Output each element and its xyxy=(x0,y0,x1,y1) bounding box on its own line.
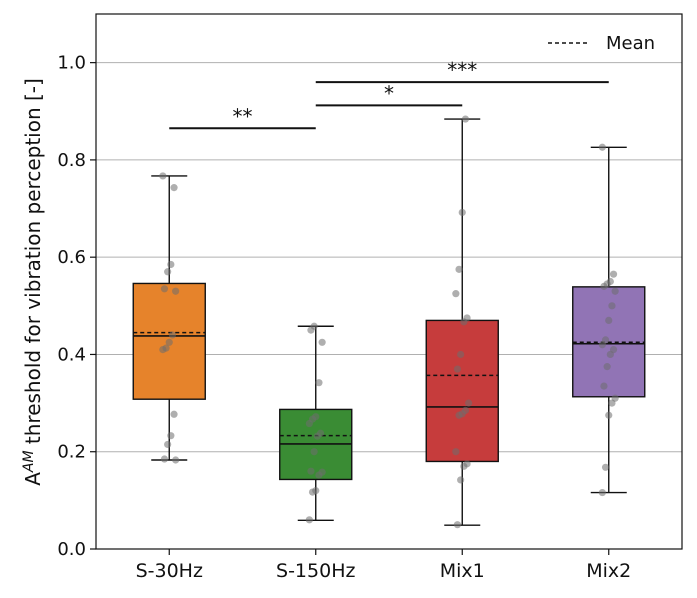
data-point xyxy=(453,365,462,373)
data-point xyxy=(455,411,463,419)
data-point xyxy=(164,268,172,276)
data-point xyxy=(164,440,172,449)
y-axis-label-rest: threshold for vibration perception [-] xyxy=(21,78,45,450)
data-point xyxy=(310,448,318,456)
data-point xyxy=(167,260,175,269)
data-point xyxy=(611,287,619,295)
data-point xyxy=(457,350,465,359)
data-point xyxy=(168,331,177,339)
data-point xyxy=(305,516,313,524)
data-point xyxy=(457,476,465,484)
legend: Mean xyxy=(548,33,655,54)
y-tick-label: 0.2 xyxy=(57,442,86,463)
significance-label: * xyxy=(384,81,394,105)
x-tick-label: Mix1 xyxy=(440,560,485,582)
data-point xyxy=(172,456,180,464)
data-point xyxy=(461,115,470,123)
data-point xyxy=(606,350,614,359)
data-point xyxy=(313,432,321,440)
y-tick-label: 0.8 xyxy=(57,150,86,171)
significance-label: ** xyxy=(233,104,253,128)
x-tick-label: Mix2 xyxy=(586,560,631,582)
data-point xyxy=(305,419,313,428)
data-point xyxy=(600,282,608,290)
data-point xyxy=(452,290,460,298)
data-point xyxy=(460,462,468,470)
data-point xyxy=(315,471,323,479)
data-point xyxy=(165,338,173,346)
y-tick-label: 0.6 xyxy=(57,247,86,268)
data-point xyxy=(608,302,616,310)
data-point xyxy=(605,316,613,325)
x-tick-label: S-30Hz xyxy=(136,560,203,582)
box-s-150hz xyxy=(279,325,353,522)
data-point xyxy=(160,455,169,463)
box-iqr xyxy=(425,319,499,463)
box-s-30hz xyxy=(132,175,206,461)
data-point xyxy=(159,172,167,180)
axis-ticks: 0.0 0.2 0.4 0.6 0.8 1.0 S-30Hz S-150Hz Mix1 Mix2 xyxy=(57,53,631,582)
x-tick-label: S-150Hz xyxy=(276,560,355,582)
data-point xyxy=(159,345,167,354)
box-mix1 xyxy=(425,118,499,526)
legend-label: Mean xyxy=(606,33,655,54)
y-tick-label: 1.0 xyxy=(57,53,86,74)
significance-layer: ****** xyxy=(169,58,609,130)
y-tick-label: 0.0 xyxy=(57,539,86,560)
data-point xyxy=(609,270,618,278)
data-point xyxy=(160,285,169,293)
data-point xyxy=(458,208,466,217)
y-axis-label: AAM threshold for vibration perception [… xyxy=(21,78,45,486)
data-point xyxy=(598,341,606,349)
significance-label: *** xyxy=(447,58,477,82)
data-point xyxy=(170,184,178,192)
data-point xyxy=(315,379,323,387)
data-point xyxy=(307,326,315,334)
data-point xyxy=(605,411,613,419)
data-point xyxy=(170,410,178,418)
data-point xyxy=(465,399,473,407)
y-tick-label: 0.4 xyxy=(57,344,86,365)
data-point xyxy=(167,432,175,440)
data-point xyxy=(600,382,608,390)
data-point xyxy=(460,318,468,326)
data-point xyxy=(608,399,616,407)
data-point xyxy=(601,463,610,471)
data-point xyxy=(598,488,606,497)
data-point xyxy=(603,363,611,371)
data-point xyxy=(598,143,606,151)
data-point xyxy=(455,265,463,273)
data-point xyxy=(318,338,326,346)
data-point xyxy=(452,448,460,456)
data-point xyxy=(172,287,180,295)
data-point xyxy=(308,488,317,496)
y-axis-label-base: A xyxy=(21,472,45,486)
data-point xyxy=(453,521,462,529)
y-axis-label-superscript: AM xyxy=(21,450,37,473)
boxes-layer xyxy=(132,118,646,526)
points-layer xyxy=(159,115,619,529)
plot-frame xyxy=(95,13,683,550)
data-point xyxy=(307,467,315,475)
